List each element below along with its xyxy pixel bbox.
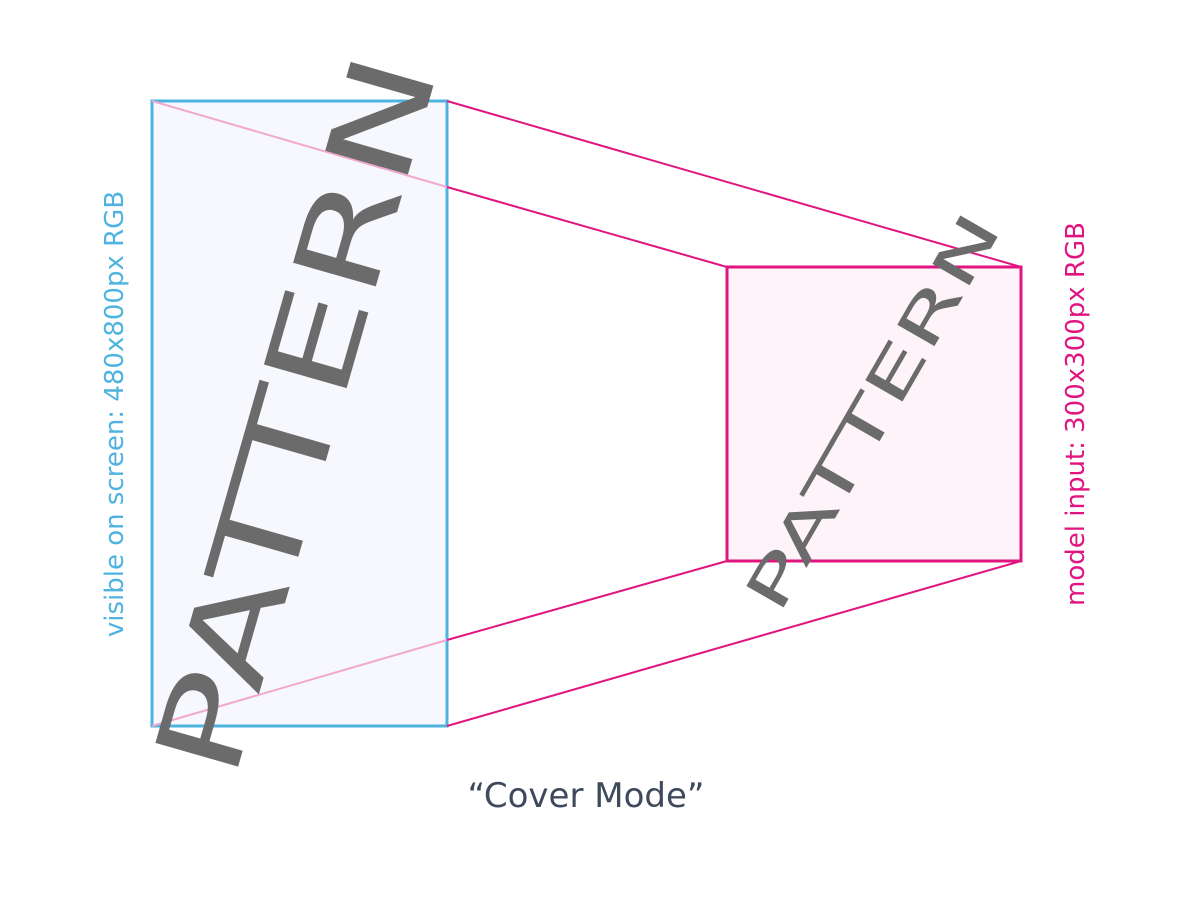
screen-box	[150, 99, 449, 728]
connector-line-inner-bottom	[151, 639, 448, 727]
model-box-label: model input: 300x300px RGB	[1061, 222, 1091, 606]
connector-line-bottom-outer	[446, 560, 1022, 727]
connector-line-inner-top	[151, 100, 448, 188]
diagram-caption: “Cover Mode”	[467, 776, 704, 816]
screen-box-label: visible on screen: 480x800px RGB	[100, 191, 130, 637]
connector-line-bottom-inner	[446, 560, 728, 641]
connector-line-top-outer	[446, 100, 1022, 268]
connector-line-top-inner	[446, 186, 728, 268]
model-box	[725, 265, 1023, 563]
